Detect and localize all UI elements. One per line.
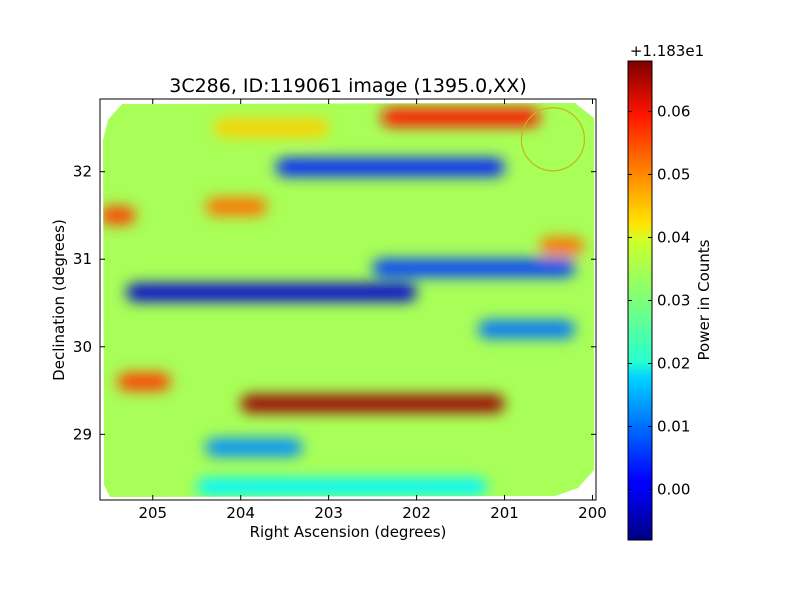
heatmap-band [381, 108, 540, 127]
heatmap-band [275, 158, 505, 177]
plot-frame [99, 98, 597, 501]
heatmap-band [103, 206, 136, 225]
colorbar-tick-label: 0.04 [657, 228, 690, 246]
x-tick-label: 204 [226, 504, 255, 522]
heatmap-image [103, 103, 594, 497]
plot-area: 205 204 203 202 201 200 29 30 31 32 [73, 98, 607, 522]
y-axis-label: Declination (degrees) [50, 219, 68, 381]
chart-title: 3C286, ID:119061 image (1395.0,XX) [169, 75, 527, 97]
heatmap-bands [103, 108, 584, 496]
colorbar-ticks: 0.00 0.01 0.02 0.03 0.04 0.05 0.06 [628, 102, 690, 499]
heatmap-band [126, 283, 417, 302]
colorbar-tick-label: 0.01 [657, 418, 690, 436]
heatmap-band [214, 119, 329, 137]
heatmap-band [205, 197, 268, 216]
colorbar-tick-label: 0.03 [657, 292, 690, 310]
colorbar-tick-label: 0.02 [657, 355, 690, 373]
y-tick-label: 29 [73, 425, 92, 443]
heatmap-band [240, 394, 505, 413]
colorbar-label: Power in Counts [695, 239, 713, 360]
y-axis-ticks: 29 30 31 32 [73, 163, 596, 443]
colorbar-tick-label: 0.06 [657, 102, 690, 120]
colorbar-tick-label: 0.05 [657, 165, 690, 183]
heatmap-band [117, 373, 171, 391]
y-tick-label: 31 [73, 250, 92, 268]
heatmap-band [372, 259, 575, 277]
x-axis-label: Right Ascension (degrees) [250, 523, 447, 541]
y-tick-label: 32 [73, 163, 92, 181]
heatmap-band [205, 438, 303, 457]
heatmap-band [539, 237, 584, 255]
beam-marker-circle [520, 107, 586, 172]
x-axis-ticks: 205 204 203 202 201 200 [138, 99, 607, 522]
heatmap-band [478, 320, 575, 339]
x-tick-label: 203 [314, 504, 343, 522]
heatmap-band [196, 478, 487, 496]
x-tick-label: 202 [402, 504, 431, 522]
y-tick-label: 30 [73, 338, 92, 356]
colorbar-offset-text: +1.183e1 [630, 42, 704, 60]
x-tick-label: 201 [490, 504, 519, 522]
x-tick-label: 200 [578, 504, 607, 522]
colorbar: +1.183e1 0.00 0.01 0.02 0.03 0.04 0.05 0.06 Po… [627, 42, 713, 541]
x-tick-label: 205 [138, 504, 167, 522]
colorbar-tick-label: 0.00 [657, 481, 690, 499]
